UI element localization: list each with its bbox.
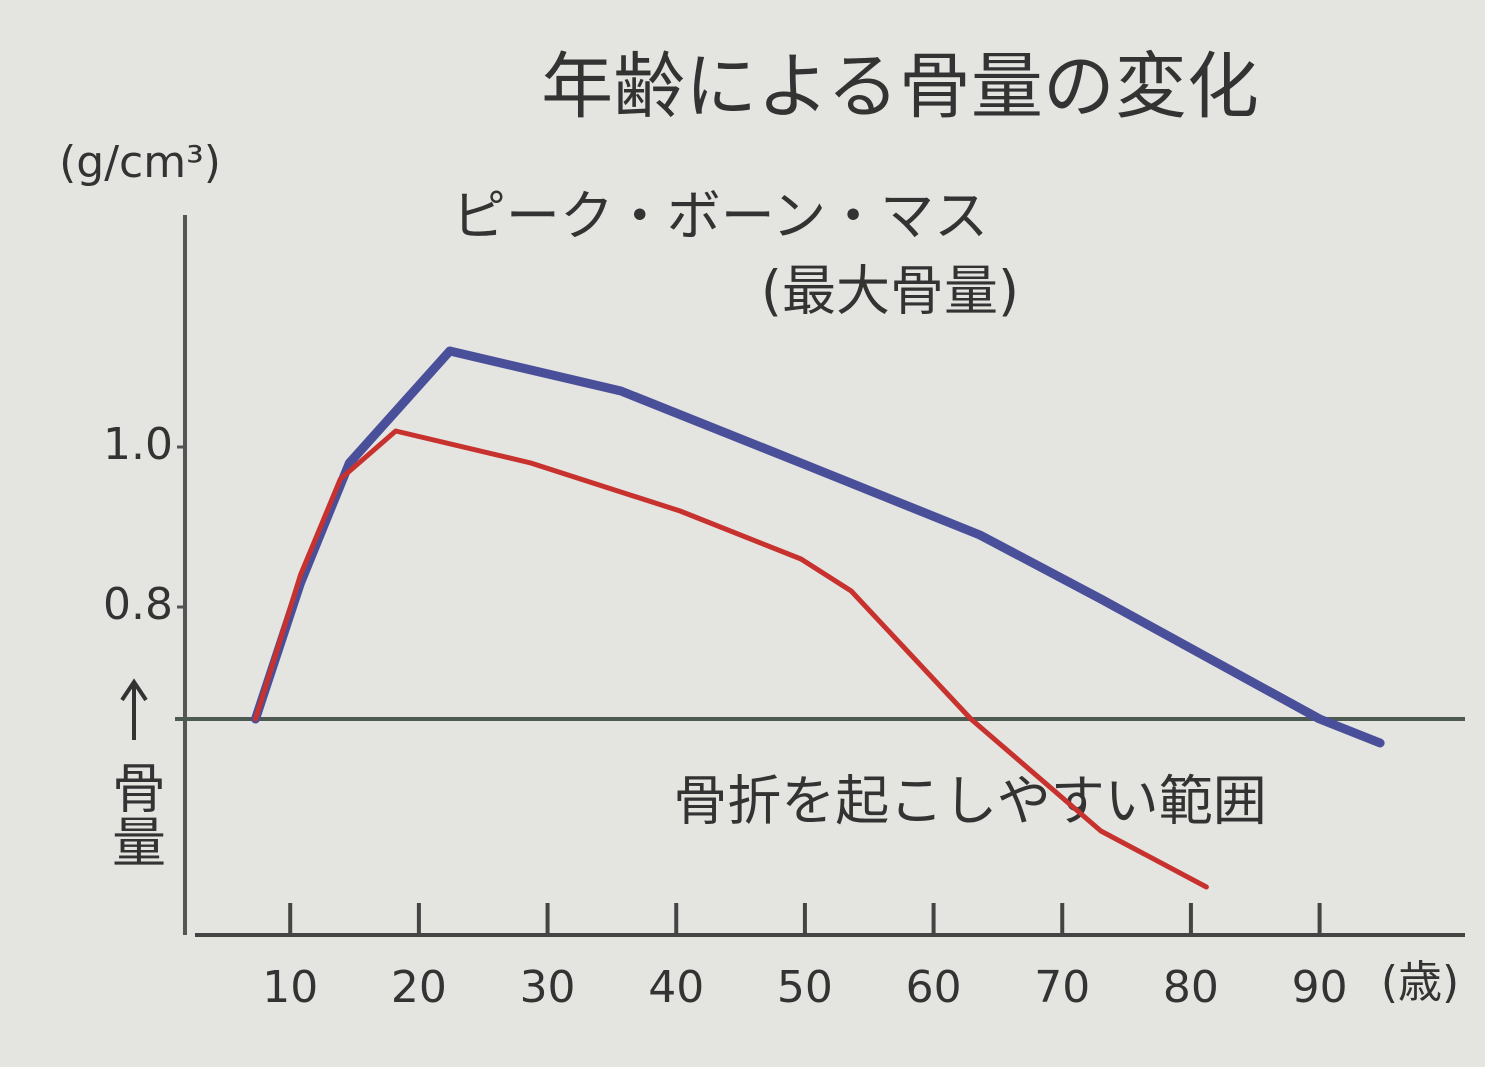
annotation: 骨折を起こしやすい範囲 bbox=[673, 770, 1266, 833]
x-tick-label: 30 bbox=[520, 962, 576, 1013]
x-tick-label: 70 bbox=[1034, 962, 1090, 1013]
x-tick-label: 50 bbox=[777, 962, 833, 1013]
series-line bbox=[253, 428, 1209, 890]
y-tick-label: 0.8 bbox=[103, 579, 173, 630]
annotation: (最大骨量) bbox=[761, 260, 1019, 323]
x-tick-label: 10 bbox=[262, 962, 318, 1013]
series-line bbox=[251, 346, 1385, 748]
x-axis-label: (歳) bbox=[1381, 957, 1459, 1008]
y-tick-label: 1.0 bbox=[103, 419, 173, 470]
annotation: ピーク・ボーン・マス bbox=[452, 185, 988, 248]
x-tick-label: 40 bbox=[648, 962, 704, 1013]
x-tick-label: 90 bbox=[1292, 962, 1348, 1013]
y-arrow-head bbox=[120, 678, 148, 702]
x-tick-label: 80 bbox=[1163, 962, 1219, 1013]
x-tick-label: 60 bbox=[906, 962, 962, 1013]
chart-title: 年齢による骨量の変化 bbox=[541, 45, 1259, 129]
y-unit: (g/cm³) bbox=[59, 137, 221, 188]
x-tick-label: 20 bbox=[391, 962, 447, 1013]
y-axis-label: 骨量 bbox=[103, 760, 166, 868]
